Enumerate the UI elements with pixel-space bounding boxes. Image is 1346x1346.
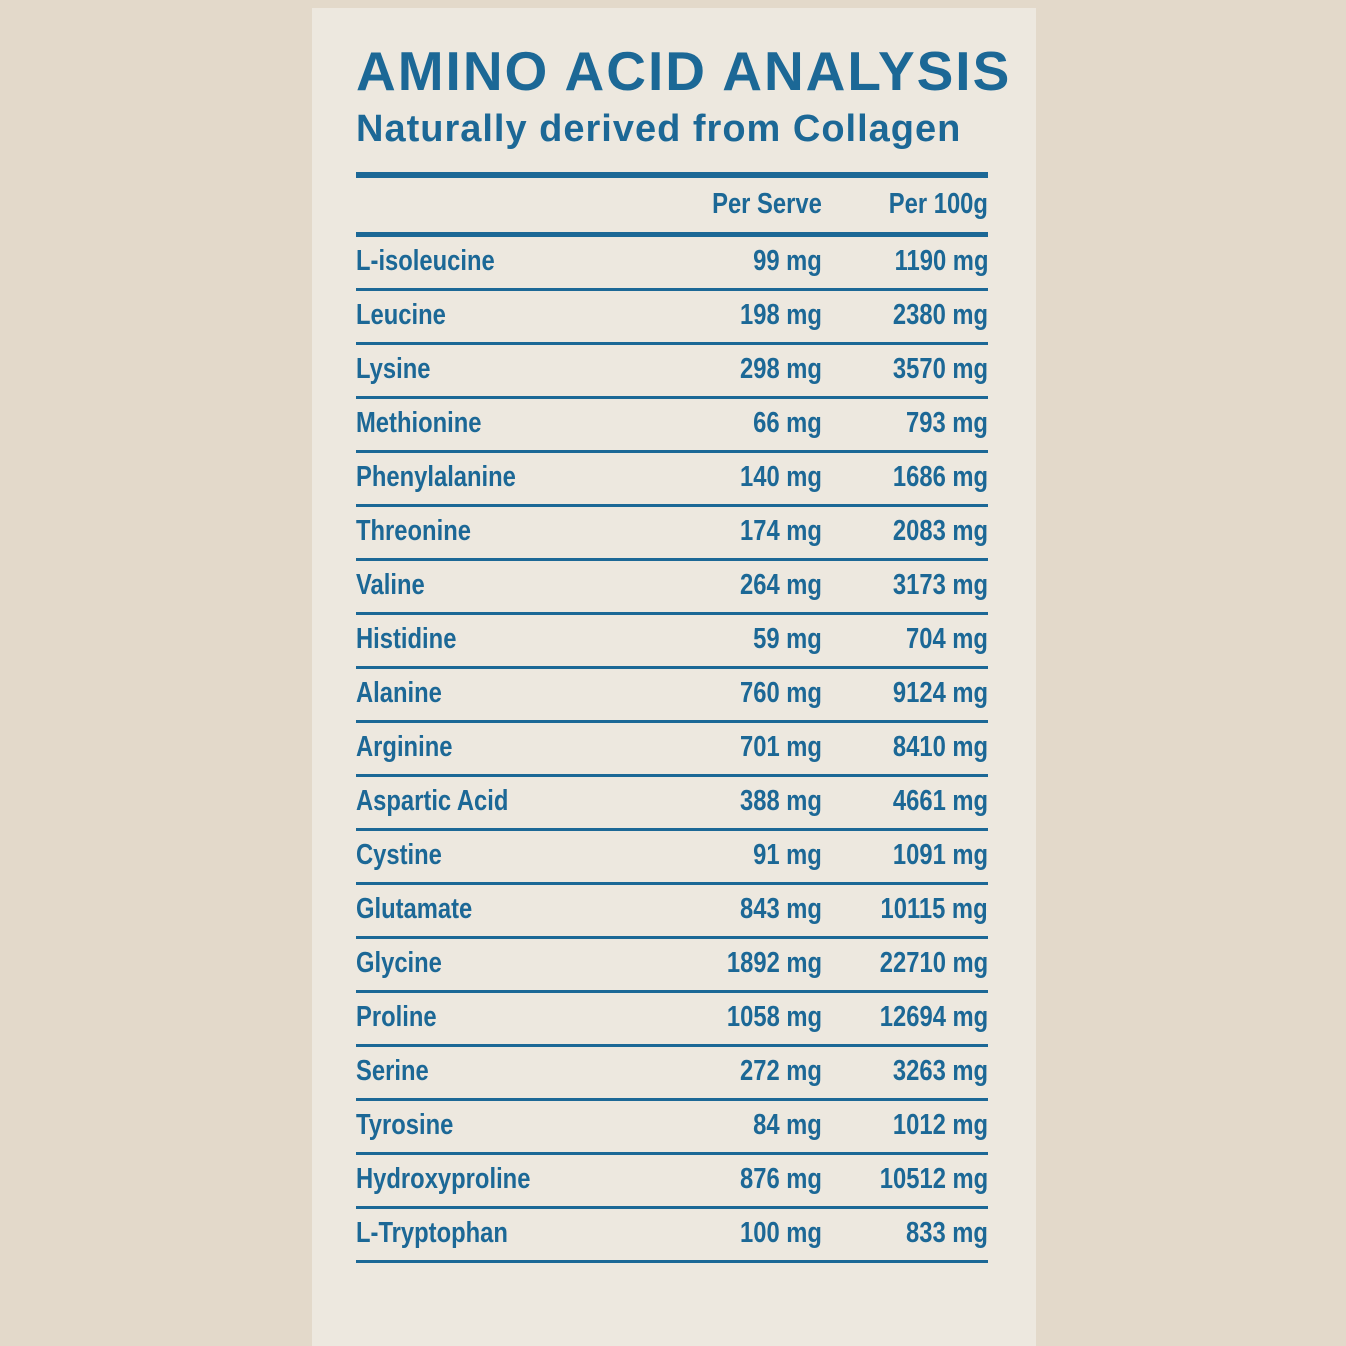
label-panel xyxy=(312,8,1036,1346)
amount: 3173 mg xyxy=(892,569,988,601)
amino-acid-name: Alanine xyxy=(356,677,442,709)
amount: 140 mg xyxy=(740,461,822,493)
amount: 298 mg xyxy=(740,353,822,385)
row-divider xyxy=(356,1044,988,1047)
amino-acid-name: Histidine xyxy=(356,623,457,655)
amino-acid-name: Valine xyxy=(356,569,425,601)
amount: 198 mg xyxy=(740,299,822,331)
amount: 272 mg xyxy=(740,1055,822,1087)
row-divider xyxy=(356,504,988,507)
amount: 174 mg xyxy=(740,515,822,547)
amount: 1058 mg xyxy=(726,1001,822,1033)
amount: 1686 mg xyxy=(892,461,988,493)
row-divider xyxy=(356,558,988,561)
amount: 793 mg xyxy=(906,407,988,439)
amino-acid-name: Methionine xyxy=(356,407,482,439)
amount: 264 mg xyxy=(740,569,822,601)
top-rule xyxy=(356,172,988,178)
amino-acid-name: Glycine xyxy=(356,947,442,979)
amount: 9124 mg xyxy=(892,677,988,709)
row-divider xyxy=(356,990,988,993)
amount: 833 mg xyxy=(906,1217,988,1249)
amount: 2083 mg xyxy=(892,515,988,547)
amino-acid-name: Threonine xyxy=(356,515,471,547)
title: AMINO ACID ANALYSIS xyxy=(356,40,1012,102)
header-rule xyxy=(356,232,988,237)
row-divider xyxy=(356,288,988,291)
amount: 843 mg xyxy=(740,893,822,925)
row-divider xyxy=(356,828,988,831)
amino-acid-name: Phenylalanine xyxy=(356,461,516,493)
amount: 2380 mg xyxy=(892,299,988,331)
amino-acid-name: Arginine xyxy=(356,731,453,763)
amount: 100 mg xyxy=(740,1217,822,1249)
amino-acid-name: Cystine xyxy=(356,839,442,871)
row-divider xyxy=(356,936,988,939)
amino-acid-name: Leucine xyxy=(356,299,446,331)
amount: 1091 mg xyxy=(892,839,988,871)
amount: 10115 mg xyxy=(880,893,988,925)
row-divider xyxy=(356,1098,988,1101)
column-header: Per Serve xyxy=(712,188,822,220)
amount: 4661 mg xyxy=(892,785,988,817)
row-divider xyxy=(356,1260,988,1263)
row-divider xyxy=(356,1206,988,1209)
row-divider xyxy=(356,882,988,885)
amino-acid-name: L-Tryptophan xyxy=(356,1217,508,1249)
amount: 99 mg xyxy=(753,245,822,277)
amount: 388 mg xyxy=(740,785,822,817)
row-divider xyxy=(356,450,988,453)
amount: 1012 mg xyxy=(892,1109,988,1141)
row-divider xyxy=(356,720,988,723)
amount: 1892 mg xyxy=(726,947,822,979)
column-header: Per 100g xyxy=(888,188,988,220)
amino-acid-name: Aspartic Acid xyxy=(356,785,509,817)
amount: 704 mg xyxy=(906,623,988,655)
row-divider xyxy=(356,612,988,615)
amount: 84 mg xyxy=(753,1109,822,1141)
row-divider xyxy=(356,342,988,345)
amino-acid-name: Lysine xyxy=(356,353,431,385)
amount: 10512 mg xyxy=(879,1163,988,1195)
amount: 1190 mg xyxy=(894,245,988,277)
amino-acid-name: Serine xyxy=(356,1055,429,1087)
amount: 8410 mg xyxy=(892,731,988,763)
row-divider xyxy=(356,774,988,777)
amount: 876 mg xyxy=(740,1163,822,1195)
amount: 22710 mg xyxy=(879,947,988,979)
row-divider xyxy=(356,666,988,669)
amount: 760 mg xyxy=(740,677,822,709)
amount: 91 mg xyxy=(753,839,822,871)
row-divider xyxy=(356,396,988,399)
subtitle: Naturally derived from Collagen xyxy=(356,108,962,150)
amino-acid-name: L-isoleucine xyxy=(356,245,495,277)
amino-acid-name: Hydroxyproline xyxy=(356,1163,531,1195)
amino-acid-name: Proline xyxy=(356,1001,437,1033)
amount: 59 mg xyxy=(753,623,822,655)
amount: 66 mg xyxy=(753,407,822,439)
amount: 12694 mg xyxy=(879,1001,988,1033)
amount: 701 mg xyxy=(740,731,822,763)
amount: 3263 mg xyxy=(892,1055,988,1087)
amino-acid-name: Glutamate xyxy=(356,893,473,925)
amount: 3570 mg xyxy=(892,353,988,385)
row-divider xyxy=(356,1152,988,1155)
amino-acid-name: Tyrosine xyxy=(356,1109,454,1141)
